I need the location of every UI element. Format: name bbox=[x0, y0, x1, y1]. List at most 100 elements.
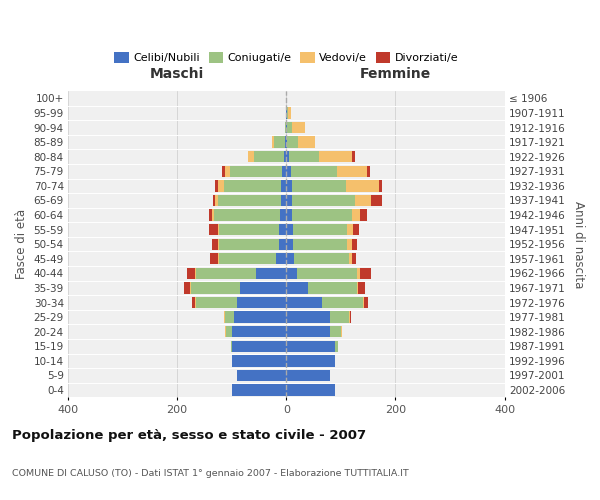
Bar bbox=[352, 151, 355, 162]
Bar bbox=[352, 210, 360, 220]
Bar bbox=[285, 136, 286, 148]
Bar bbox=[218, 180, 224, 192]
Bar bbox=[237, 297, 286, 308]
Bar bbox=[215, 180, 218, 192]
Bar bbox=[319, 151, 352, 162]
Bar bbox=[286, 238, 293, 250]
Bar bbox=[289, 151, 319, 162]
Bar bbox=[232, 355, 286, 366]
Bar bbox=[292, 180, 346, 192]
Bar bbox=[286, 210, 292, 220]
Bar bbox=[218, 224, 278, 235]
Bar bbox=[290, 166, 337, 177]
Bar bbox=[224, 312, 235, 323]
Bar bbox=[358, 282, 365, 294]
Bar bbox=[286, 151, 289, 162]
Bar bbox=[280, 210, 286, 220]
Bar bbox=[346, 180, 379, 192]
Bar bbox=[237, 370, 286, 381]
Bar bbox=[286, 268, 297, 279]
Bar bbox=[286, 180, 292, 192]
Bar bbox=[286, 340, 335, 352]
Bar bbox=[289, 107, 291, 118]
Bar bbox=[347, 238, 352, 250]
Bar bbox=[284, 122, 286, 133]
Bar bbox=[347, 224, 353, 235]
Bar bbox=[352, 253, 356, 264]
Bar bbox=[286, 370, 330, 381]
Bar bbox=[210, 253, 218, 264]
Bar bbox=[357, 282, 358, 294]
Bar bbox=[230, 166, 282, 177]
Bar bbox=[293, 238, 347, 250]
Bar bbox=[295, 253, 349, 264]
Bar bbox=[360, 210, 367, 220]
Bar bbox=[286, 253, 295, 264]
Bar bbox=[187, 268, 195, 279]
Bar bbox=[286, 297, 322, 308]
Text: Popolazione per età, sesso e stato civile - 2007: Popolazione per età, sesso e stato civil… bbox=[12, 430, 366, 442]
Bar bbox=[379, 180, 382, 192]
Bar bbox=[330, 312, 349, 323]
Bar bbox=[286, 326, 330, 338]
Bar bbox=[196, 268, 256, 279]
Bar bbox=[352, 238, 357, 250]
Bar bbox=[364, 297, 368, 308]
Bar bbox=[292, 195, 355, 206]
Bar bbox=[193, 297, 195, 308]
Bar bbox=[184, 282, 190, 294]
Bar bbox=[282, 166, 286, 177]
Text: Femmine: Femmine bbox=[360, 67, 431, 81]
Bar bbox=[292, 122, 305, 133]
Bar bbox=[248, 151, 254, 162]
Bar bbox=[214, 210, 280, 220]
Bar bbox=[286, 312, 330, 323]
Bar bbox=[287, 107, 289, 118]
Bar bbox=[232, 384, 286, 396]
Bar bbox=[367, 166, 370, 177]
Bar bbox=[286, 166, 290, 177]
Bar bbox=[218, 253, 219, 264]
Bar bbox=[218, 238, 278, 250]
Bar bbox=[349, 253, 352, 264]
Bar bbox=[341, 326, 342, 338]
Bar bbox=[190, 282, 191, 294]
Bar bbox=[335, 340, 338, 352]
Bar bbox=[224, 180, 281, 192]
Bar bbox=[292, 210, 352, 220]
Bar bbox=[230, 340, 232, 352]
Bar bbox=[353, 224, 359, 235]
Bar bbox=[278, 224, 286, 235]
Bar bbox=[286, 122, 287, 133]
Bar bbox=[196, 297, 237, 308]
Text: Maschi: Maschi bbox=[150, 67, 204, 81]
Bar bbox=[284, 151, 286, 162]
Bar bbox=[287, 122, 292, 133]
Bar bbox=[308, 282, 357, 294]
Bar bbox=[298, 136, 314, 148]
Bar bbox=[232, 340, 286, 352]
Bar bbox=[274, 136, 285, 148]
Bar bbox=[278, 238, 286, 250]
Bar bbox=[212, 210, 214, 220]
Bar bbox=[219, 253, 277, 264]
Bar bbox=[350, 312, 351, 323]
Bar bbox=[363, 297, 364, 308]
Bar bbox=[357, 268, 360, 279]
Bar bbox=[286, 384, 335, 396]
Bar bbox=[195, 268, 196, 279]
Bar bbox=[224, 166, 230, 177]
Bar bbox=[286, 195, 292, 206]
Bar bbox=[286, 355, 335, 366]
Bar bbox=[209, 224, 218, 235]
Bar bbox=[297, 268, 357, 279]
Bar bbox=[322, 297, 363, 308]
Bar bbox=[355, 195, 371, 206]
Bar bbox=[225, 326, 226, 338]
Bar bbox=[286, 224, 293, 235]
Bar bbox=[195, 297, 196, 308]
Bar bbox=[218, 195, 281, 206]
Bar bbox=[286, 282, 308, 294]
Bar bbox=[222, 166, 224, 177]
Y-axis label: Fasce di età: Fasce di età bbox=[15, 209, 28, 280]
